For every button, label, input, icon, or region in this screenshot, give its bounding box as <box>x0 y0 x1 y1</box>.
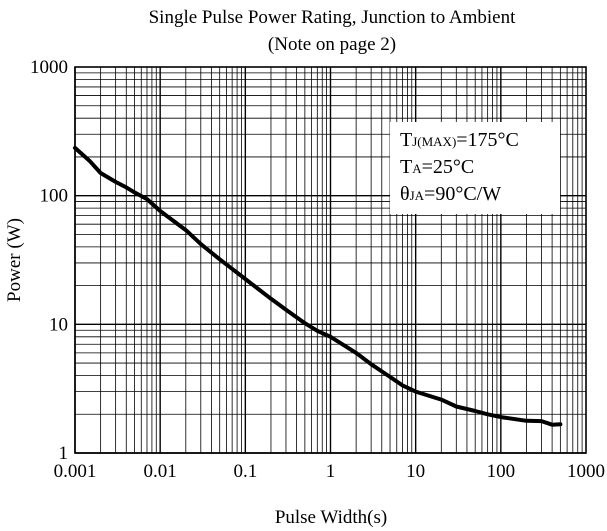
x-tick-label: 1000 <box>567 461 605 482</box>
y-tick-label: 1000 <box>30 57 68 78</box>
series-layer <box>73 145 563 427</box>
annotation-theta-ja: θJA=90°C/W <box>400 183 501 205</box>
chart-title: Single Pulse Power Rating, Junction to A… <box>149 7 517 28</box>
y-axis-title: Power (W) <box>4 218 25 302</box>
power-curve-line <box>73 145 563 427</box>
chart-subtitle: (Note on page 2) <box>268 34 396 55</box>
annotation-background <box>390 122 560 214</box>
x-tick-label: 100 <box>487 461 516 482</box>
x-tick-label: 1 <box>326 461 336 482</box>
plot-frame <box>74 66 587 454</box>
grid-lines <box>74 67 586 454</box>
annotation-ta: TA=25°C <box>400 156 474 178</box>
x-tick-label: 0.001 <box>54 461 97 482</box>
annotation-box: TJ(MAX)=175°C TA=25°C θJA=90°C/W <box>390 122 560 214</box>
y-tick-label: 10 <box>49 314 68 335</box>
x-axis-title: Pulse Width(s) <box>275 507 387 528</box>
y-tick-label: 1 <box>59 443 69 464</box>
x-tick-label: 0.1 <box>233 461 257 482</box>
annotation-tj-max: TJ(MAX)=175°C <box>400 129 519 151</box>
x-tick-labels: 0.001 0.01 0.1 1 10 100 1000 <box>54 461 605 482</box>
x-tick-label: 10 <box>406 461 425 482</box>
y-tick-label: 100 <box>40 186 69 207</box>
y-tick-labels: 1 10 100 1000 <box>30 57 68 464</box>
x-tick-label: 0.01 <box>144 461 177 482</box>
